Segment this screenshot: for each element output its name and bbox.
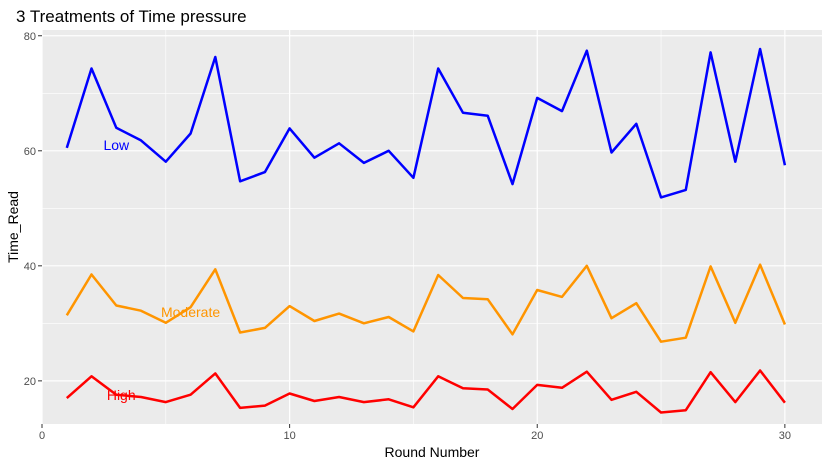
x-tick-label: 0: [39, 430, 45, 442]
x-tick-label: 30: [779, 430, 791, 442]
series-line-moderate: [65, 263, 787, 343]
x-axis-title: Round Number: [385, 444, 480, 460]
y-tick-label: 80: [24, 31, 36, 43]
series-line-low: [65, 47, 787, 199]
x-tick-label: 10: [283, 430, 295, 442]
y-axis-title: Time_Read: [5, 191, 21, 263]
chart-title: 3 Treatments of Time pressure: [16, 7, 247, 26]
series-label-high: High: [107, 387, 136, 403]
series-labels: Low Moderate High: [103, 137, 220, 403]
x-tick-label: 20: [531, 430, 543, 442]
series-lines: [65, 47, 787, 414]
y-tick-label: 40: [24, 261, 36, 273]
major-gridlines: [41, 30, 822, 424]
series-label-moderate: Moderate: [161, 304, 220, 320]
y-tick-label: 60: [24, 146, 36, 158]
axes: 0 10 20 30 20 40 60 80: [24, 31, 791, 442]
series-line-high: [65, 369, 786, 414]
series-label-low: Low: [103, 137, 130, 153]
y-tick-label: 20: [24, 376, 36, 388]
